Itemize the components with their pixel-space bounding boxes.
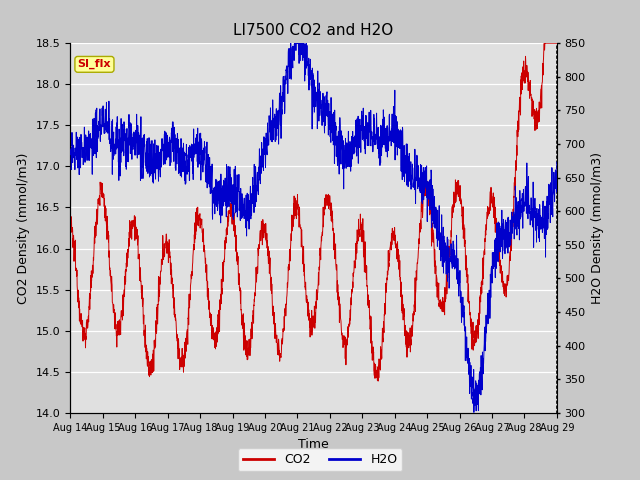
Y-axis label: H2O Density (mmol/m3): H2O Density (mmol/m3) bbox=[591, 152, 604, 304]
X-axis label: Time: Time bbox=[298, 438, 329, 451]
Legend: CO2, H2O: CO2, H2O bbox=[237, 448, 403, 471]
Text: SI_flx: SI_flx bbox=[77, 59, 111, 70]
Y-axis label: CO2 Density (mmol/m3): CO2 Density (mmol/m3) bbox=[17, 152, 30, 304]
Title: LI7500 CO2 and H2O: LI7500 CO2 and H2O bbox=[234, 23, 394, 38]
